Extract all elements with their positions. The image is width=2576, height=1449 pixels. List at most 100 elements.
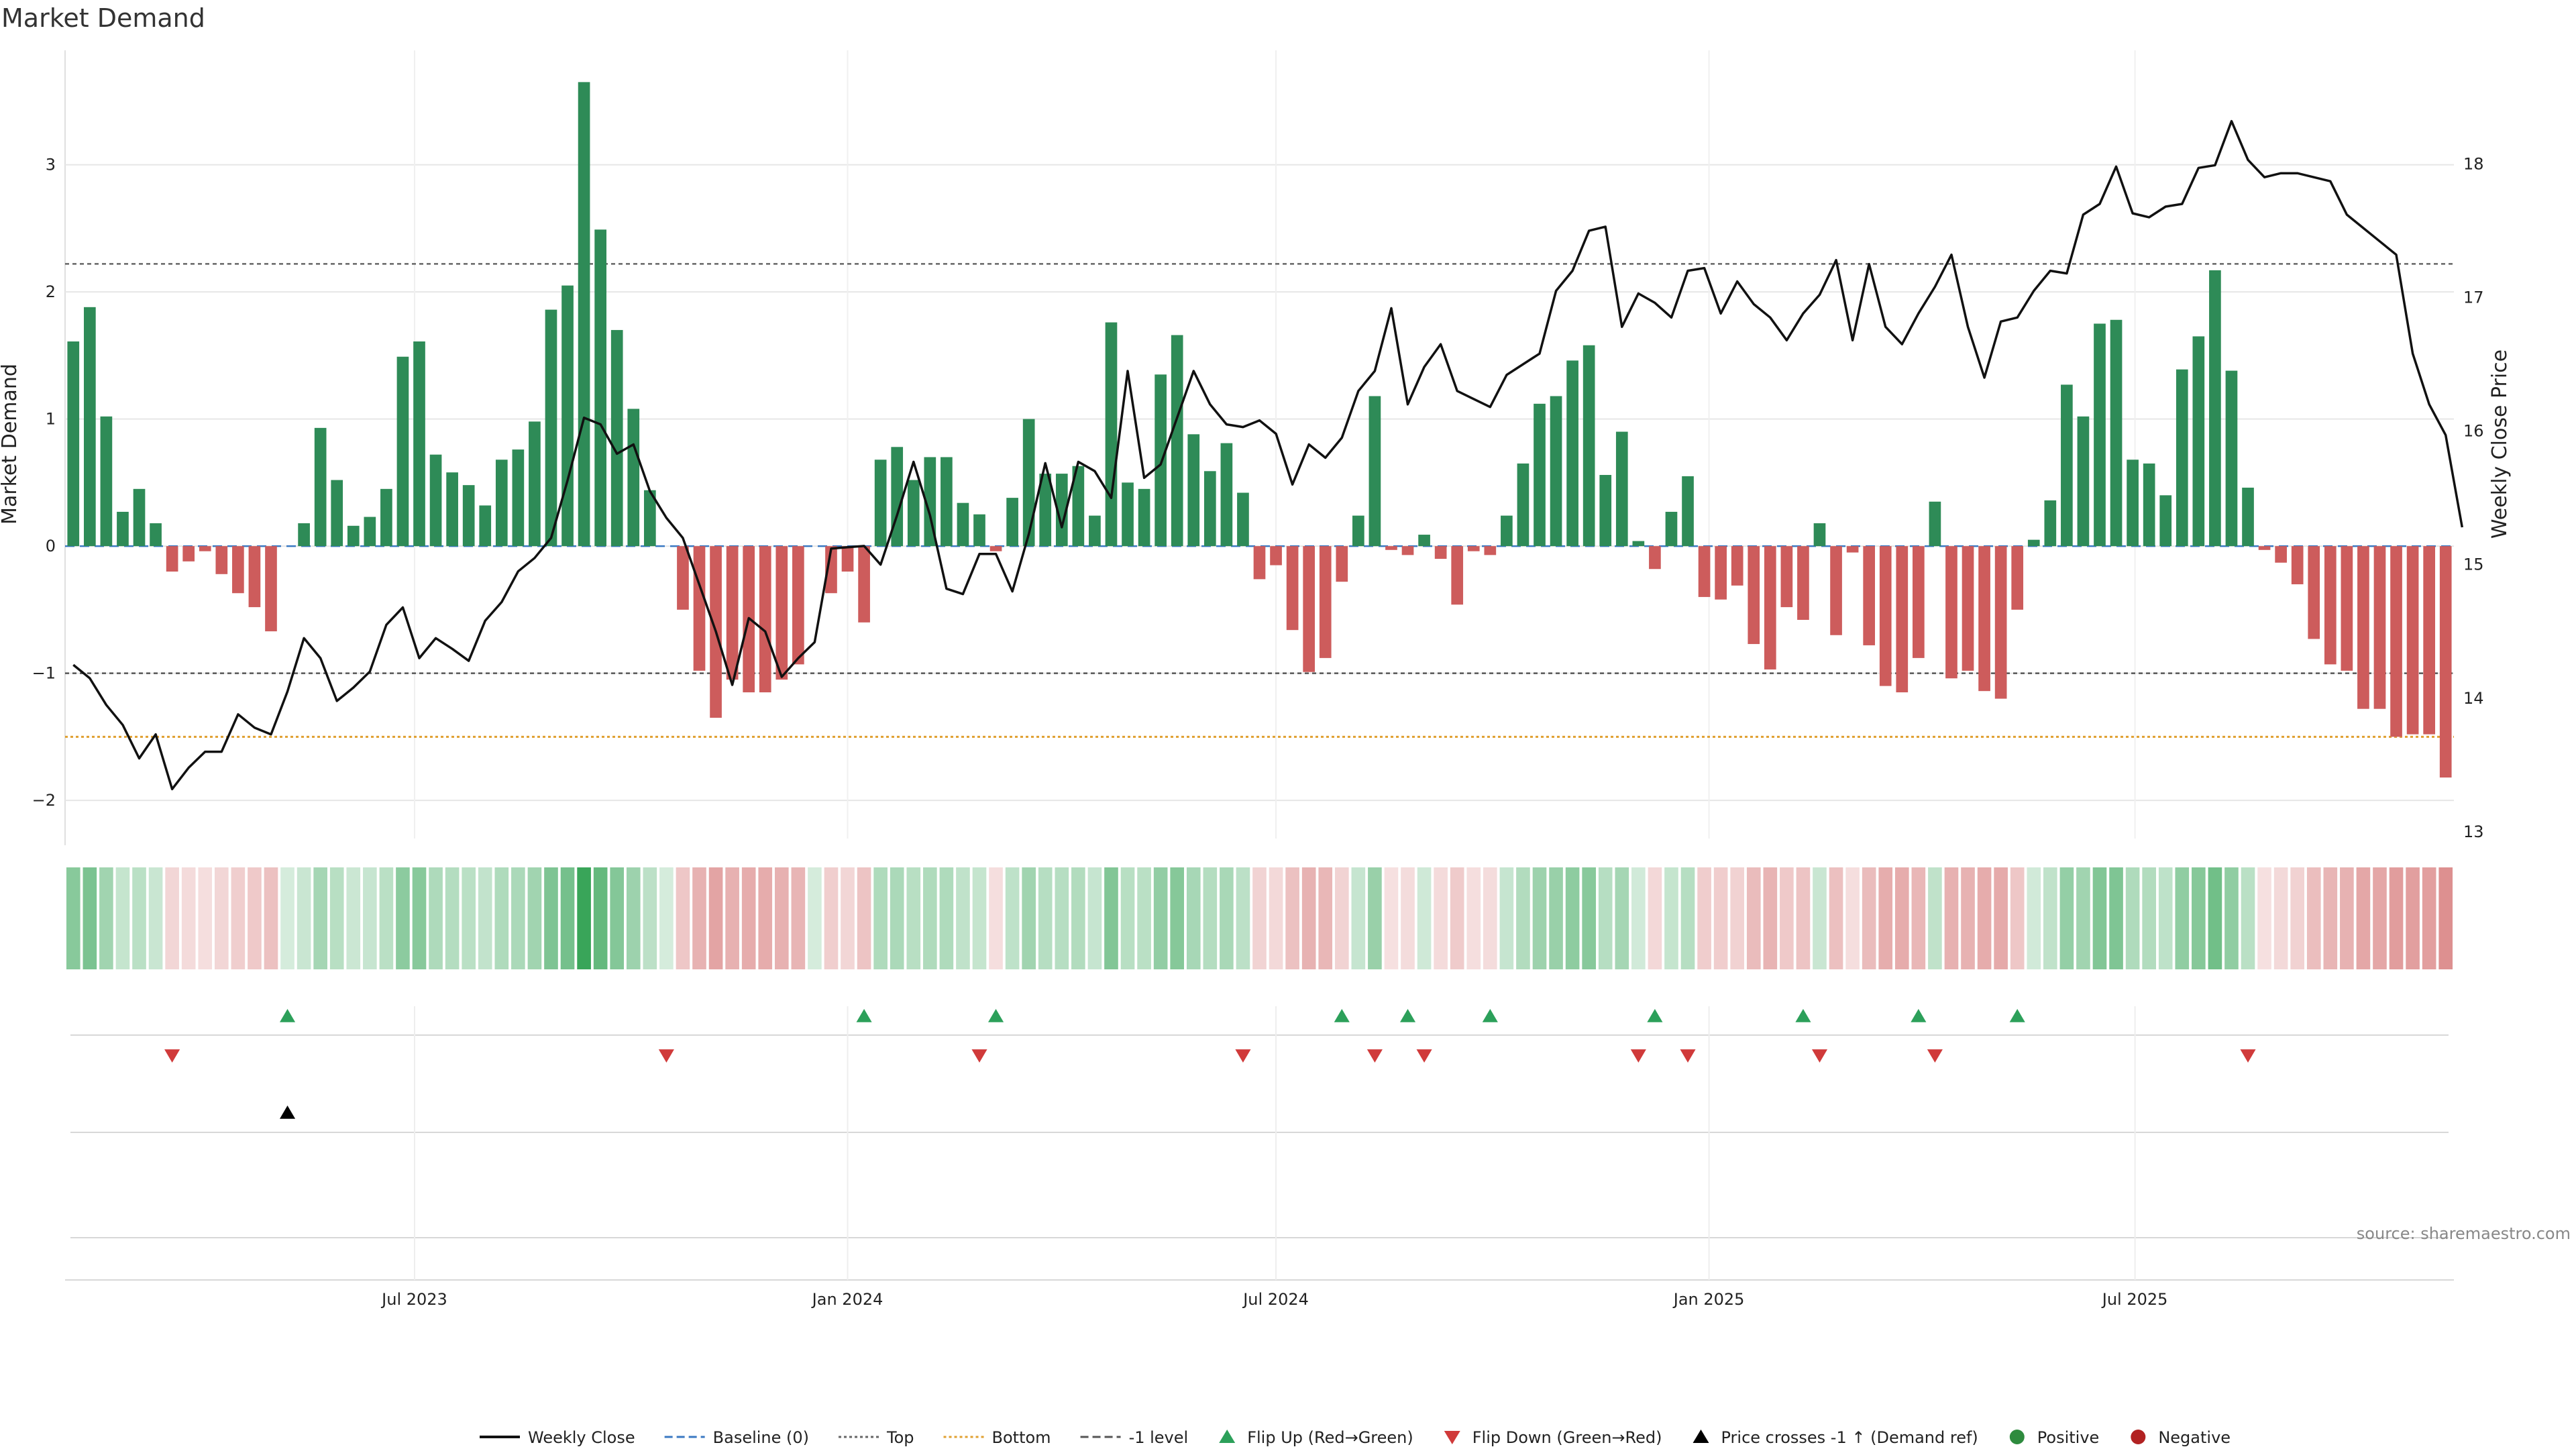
heat-cell bbox=[264, 867, 278, 969]
heat-cell bbox=[708, 867, 723, 969]
demand-bar-negative bbox=[2324, 546, 2337, 665]
demand-bar-negative bbox=[1467, 546, 1480, 551]
demand-bar-positive bbox=[1187, 434, 1200, 547]
heat-cell bbox=[1055, 867, 1069, 969]
heat-cell bbox=[2010, 867, 2025, 969]
y-tick-label: −2 bbox=[32, 791, 56, 810]
legend-entry: -1 level bbox=[1080, 1428, 1189, 1447]
heat-cell bbox=[494, 867, 509, 969]
flip-up-marker bbox=[1911, 1009, 1927, 1022]
heat-cell bbox=[1598, 867, 1613, 969]
heat-cell bbox=[379, 867, 394, 969]
heat-cell bbox=[2158, 867, 2173, 969]
demand-bar-positive bbox=[529, 421, 541, 547]
heat-cell bbox=[1417, 867, 1432, 969]
heat-cell bbox=[1384, 867, 1399, 969]
heat-cell bbox=[1450, 867, 1464, 969]
heat-cell bbox=[2438, 867, 2453, 969]
demand-bar-negative bbox=[2406, 546, 2419, 735]
right-axis-ticks: 13 14 15 16 17 18 bbox=[2463, 154, 2484, 841]
heat-cell bbox=[2208, 867, 2222, 969]
price-cross-marker bbox=[279, 1106, 296, 1119]
heat-cell bbox=[214, 867, 229, 969]
demand-bar-negative bbox=[232, 546, 244, 594]
heat-cell bbox=[857, 867, 871, 969]
heat-cell bbox=[593, 867, 608, 969]
demand-bar-positive bbox=[2127, 460, 2139, 547]
demand-bar-negative bbox=[775, 546, 788, 680]
weekly-close-line bbox=[72, 119, 2464, 791]
legend-label: Weekly Close bbox=[528, 1428, 635, 1447]
heat-cell bbox=[132, 867, 146, 969]
heat-cell bbox=[758, 867, 773, 969]
x-tick-label: Jul 2025 bbox=[2101, 1290, 2168, 1309]
demand-bar-positive bbox=[1171, 335, 1183, 547]
demand-bar-negative bbox=[215, 546, 228, 574]
demand-bar-negative bbox=[2308, 546, 2320, 639]
y2-tick-label: 18 bbox=[2463, 154, 2484, 173]
demand-bar-positive bbox=[1122, 482, 1134, 547]
heat-cell bbox=[939, 867, 954, 969]
y2-tick-label: 14 bbox=[2463, 689, 2484, 708]
demand-bar-positive bbox=[1220, 443, 1233, 547]
demand-bar-positive bbox=[561, 285, 574, 547]
heat-cell bbox=[873, 867, 888, 969]
flip-down-marker bbox=[1630, 1049, 1646, 1063]
legend-label: Negative bbox=[2158, 1428, 2231, 1447]
flip-up-marker bbox=[2009, 1009, 2025, 1022]
legend-entry: Flip Down (Green→Red) bbox=[1444, 1428, 1662, 1447]
legend-label: Positive bbox=[2037, 1428, 2100, 1447]
demand-bar-positive bbox=[396, 356, 409, 547]
heat-cell bbox=[1549, 867, 1563, 969]
demand-bar-positive bbox=[1566, 360, 1578, 547]
flip-down-marker bbox=[164, 1049, 180, 1063]
legend-swatch bbox=[1693, 1430, 1709, 1443]
legend-entry: Positive bbox=[2009, 1428, 2100, 1447]
legend-label: Flip Up (Red→Green) bbox=[1247, 1428, 1413, 1447]
heat-cell bbox=[2076, 867, 2090, 969]
y-tick-label: −1 bbox=[32, 664, 56, 683]
heat-cell bbox=[1763, 867, 1778, 969]
demand-bar-negative bbox=[825, 546, 837, 594]
demand-bar-positive bbox=[413, 341, 425, 547]
heat-cell bbox=[1928, 867, 1942, 969]
heat-cell bbox=[560, 867, 575, 969]
demand-bar-positive bbox=[2176, 369, 2188, 547]
demand-bar-positive bbox=[1665, 511, 1678, 547]
demand-bar-positive bbox=[1105, 322, 1118, 547]
heat-cell bbox=[363, 867, 377, 969]
demand-bar-positive bbox=[610, 329, 623, 547]
heat-cell bbox=[626, 867, 641, 969]
heat-cell bbox=[445, 867, 460, 969]
heat-cell bbox=[1532, 867, 1547, 969]
flip-up-marker bbox=[1334, 1009, 1350, 1022]
heat-cell bbox=[1137, 867, 1151, 969]
legend-label: -1 level bbox=[1129, 1428, 1189, 1447]
heat-cell bbox=[2027, 867, 2041, 969]
demand-bar-negative bbox=[2357, 546, 2369, 709]
flip-down-marker bbox=[1811, 1049, 1828, 1063]
heat-cell bbox=[1368, 867, 1382, 969]
demand-bar-negative bbox=[1962, 546, 1974, 671]
heat-cell bbox=[923, 867, 937, 969]
heat-cell bbox=[692, 867, 706, 969]
legend-entry: Negative bbox=[2131, 1428, 2231, 1447]
demand-bar-negative bbox=[1484, 546, 1497, 555]
heat-cell bbox=[1878, 867, 1893, 969]
y2-tick-label: 17 bbox=[2463, 288, 2484, 307]
demand-bar-negative bbox=[1896, 546, 1909, 693]
y-tick-label: 1 bbox=[46, 410, 56, 429]
demand-bar-negative bbox=[1945, 546, 1957, 679]
heat-cell bbox=[1961, 867, 1975, 969]
heat-cell bbox=[346, 867, 361, 969]
demand-bar-negative bbox=[1994, 546, 2007, 699]
heat-cell bbox=[511, 867, 525, 969]
flip-up-marker bbox=[1647, 1009, 1663, 1022]
flip-up-marker bbox=[1399, 1009, 1416, 1022]
demand-bar-positive bbox=[429, 454, 442, 547]
left-axis-ticks: −2 −1 0 1 2 3 bbox=[32, 156, 56, 810]
heat-cell bbox=[1977, 867, 1992, 969]
legend-swatch bbox=[1444, 1431, 1460, 1444]
y2-tick-label: 16 bbox=[2463, 422, 2484, 441]
demand-bar-positive bbox=[1089, 515, 1101, 547]
